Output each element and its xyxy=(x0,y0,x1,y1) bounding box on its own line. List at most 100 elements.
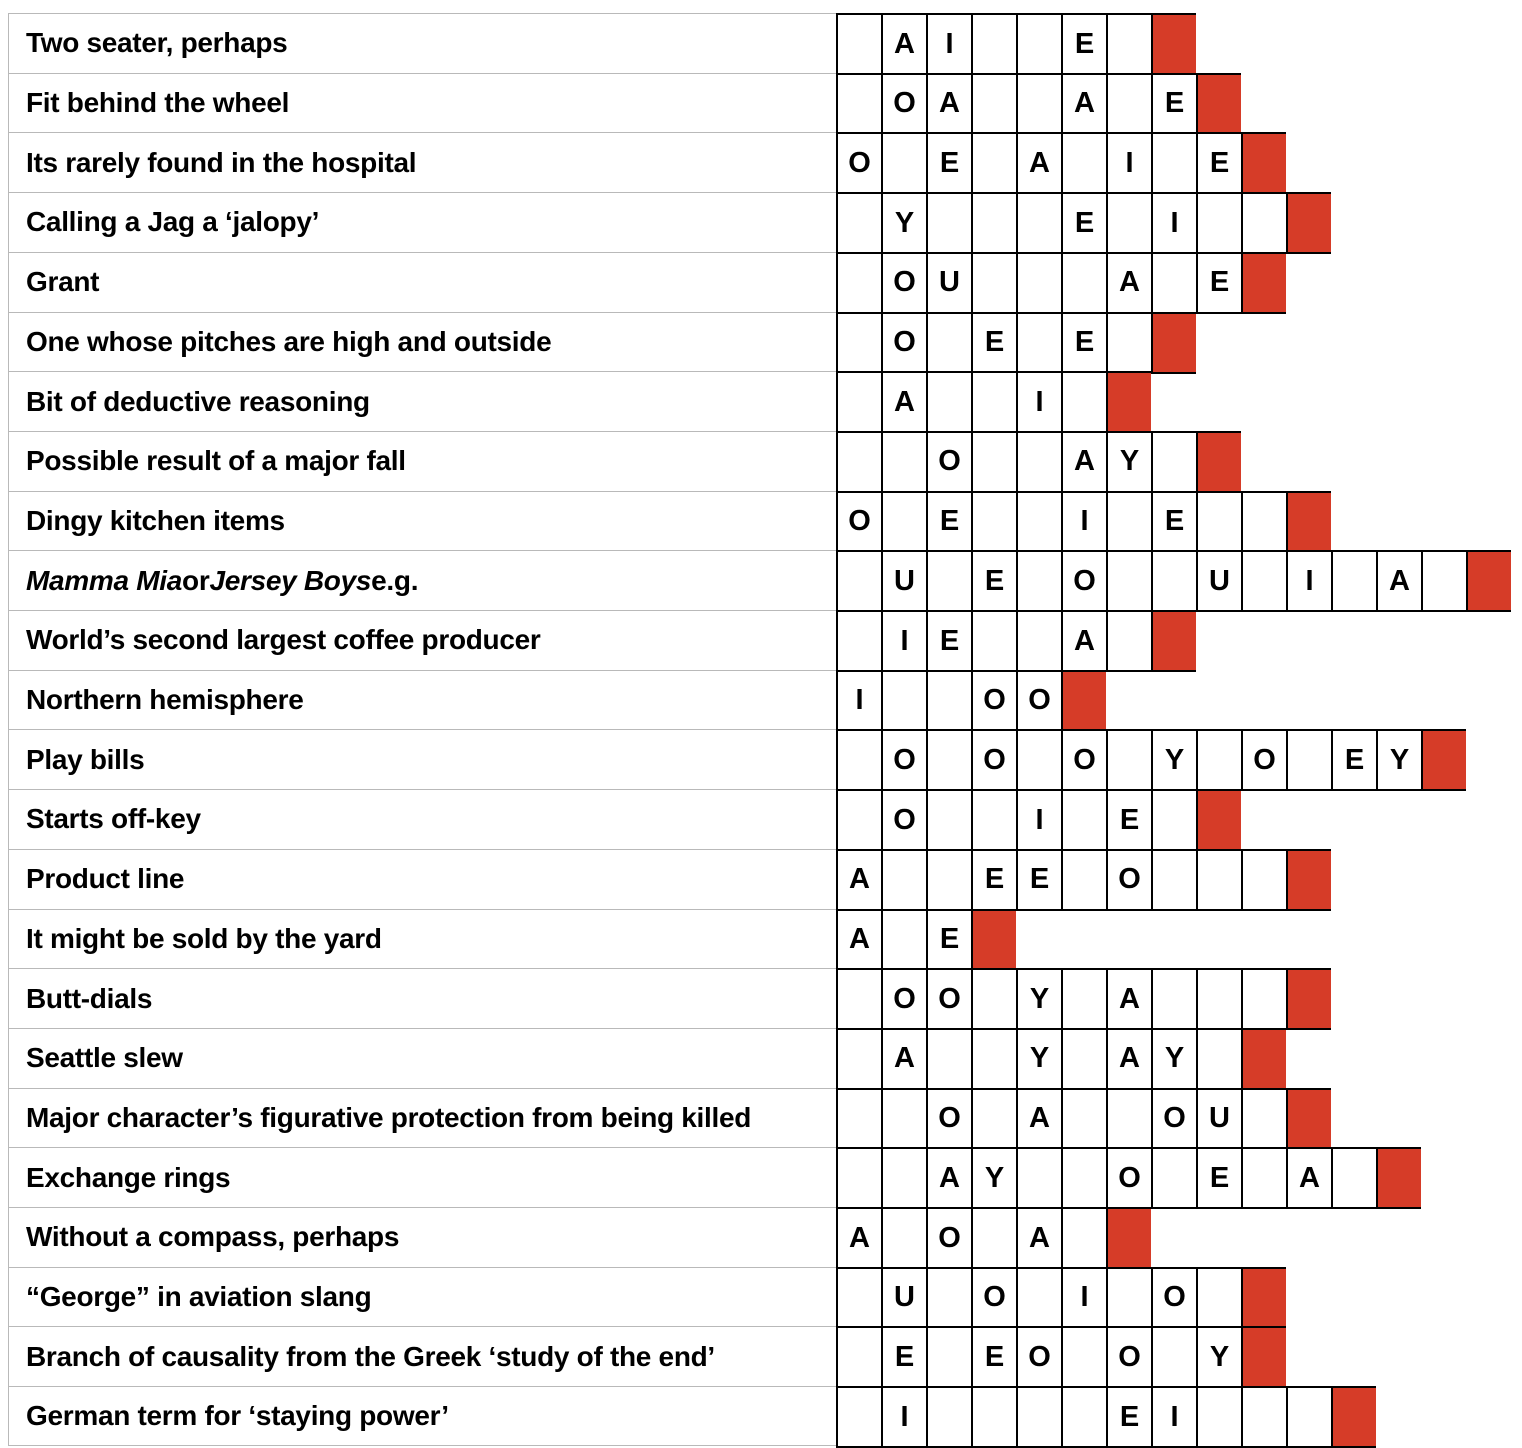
empty-cell[interactable] xyxy=(1106,1266,1153,1329)
empty-cell[interactable] xyxy=(971,371,1018,434)
letter-cell[interactable]: I xyxy=(1151,1386,1198,1448)
letter-cell[interactable]: A xyxy=(926,1147,973,1210)
letter-cell[interactable]: O xyxy=(926,1087,973,1150)
empty-cell[interactable] xyxy=(1331,1147,1378,1210)
empty-cell[interactable] xyxy=(971,610,1018,673)
letter-cell[interactable]: O xyxy=(881,968,928,1031)
letter-cell[interactable]: U xyxy=(881,1266,928,1329)
letter-cell[interactable]: E xyxy=(1061,311,1108,374)
empty-cell[interactable] xyxy=(836,1326,883,1389)
empty-cell[interactable] xyxy=(926,729,973,792)
letter-cell[interactable]: O xyxy=(836,490,883,553)
letter-cell[interactable]: A xyxy=(1061,430,1108,493)
empty-cell[interactable] xyxy=(1151,789,1198,852)
empty-cell[interactable] xyxy=(836,430,883,493)
empty-cell[interactable] xyxy=(1241,848,1288,911)
letter-cell[interactable]: U xyxy=(1196,550,1243,613)
empty-cell[interactable] xyxy=(836,13,883,75)
letter-cell[interactable]: O xyxy=(926,968,973,1031)
letter-cell[interactable]: E xyxy=(1106,1386,1153,1448)
empty-cell[interactable] xyxy=(1196,968,1243,1031)
letter-cell[interactable]: O xyxy=(971,669,1018,732)
empty-cell[interactable] xyxy=(1151,1326,1198,1389)
letter-cell[interactable]: O xyxy=(1106,848,1153,911)
letter-cell[interactable]: A xyxy=(1061,72,1108,135)
empty-cell[interactable] xyxy=(926,669,973,732)
letter-cell[interactable]: Y xyxy=(1106,430,1153,493)
empty-cell[interactable] xyxy=(971,1087,1018,1150)
empty-cell[interactable] xyxy=(1061,789,1108,852)
letter-cell[interactable]: E xyxy=(926,490,973,553)
letter-cell[interactable]: O xyxy=(1061,550,1108,613)
empty-cell[interactable] xyxy=(1016,192,1063,255)
empty-cell[interactable] xyxy=(1106,550,1153,613)
empty-cell[interactable] xyxy=(971,1207,1018,1270)
letter-cell[interactable]: A xyxy=(836,1207,883,1270)
empty-cell[interactable] xyxy=(1286,729,1333,792)
empty-cell[interactable] xyxy=(1016,1147,1063,1210)
letter-cell[interactable]: I xyxy=(881,1386,928,1448)
empty-cell[interactable] xyxy=(836,251,883,314)
empty-cell[interactable] xyxy=(1241,1087,1288,1150)
empty-cell[interactable] xyxy=(881,1147,928,1210)
letter-cell[interactable]: I xyxy=(1286,550,1333,613)
letter-cell[interactable]: E xyxy=(926,610,973,673)
empty-cell[interactable] xyxy=(1016,251,1063,314)
empty-cell[interactable] xyxy=(1196,192,1243,255)
empty-cell[interactable] xyxy=(881,490,928,553)
letter-cell[interactable]: A xyxy=(1106,968,1153,1031)
empty-cell[interactable] xyxy=(971,1386,1018,1448)
empty-cell[interactable] xyxy=(881,908,928,971)
empty-cell[interactable] xyxy=(1151,550,1198,613)
letter-cell[interactable]: A xyxy=(1106,1027,1153,1090)
empty-cell[interactable] xyxy=(1016,1386,1063,1448)
empty-cell[interactable] xyxy=(1106,490,1153,553)
letter-cell[interactable]: O xyxy=(881,311,928,374)
letter-cell[interactable]: A xyxy=(1016,1087,1063,1150)
empty-cell[interactable] xyxy=(971,13,1018,75)
letter-cell[interactable]: O xyxy=(1151,1266,1198,1329)
empty-cell[interactable] xyxy=(1286,1386,1333,1448)
letter-cell[interactable]: O xyxy=(881,251,928,314)
empty-cell[interactable] xyxy=(836,192,883,255)
empty-cell[interactable] xyxy=(971,251,1018,314)
empty-cell[interactable] xyxy=(1196,729,1243,792)
letter-cell[interactable]: O xyxy=(1016,669,1063,732)
letter-cell[interactable]: E xyxy=(1196,132,1243,195)
empty-cell[interactable] xyxy=(926,1266,973,1329)
empty-cell[interactable] xyxy=(1151,132,1198,195)
letter-cell[interactable]: U xyxy=(1196,1087,1243,1150)
letter-cell[interactable]: I xyxy=(1016,789,1063,852)
empty-cell[interactable] xyxy=(1241,968,1288,1031)
empty-cell[interactable] xyxy=(1196,1386,1243,1448)
empty-cell[interactable] xyxy=(1421,550,1468,613)
letter-cell[interactable]: Y xyxy=(1376,729,1423,792)
empty-cell[interactable] xyxy=(971,192,1018,255)
empty-cell[interactable] xyxy=(926,1326,973,1389)
empty-cell[interactable] xyxy=(971,132,1018,195)
letter-cell[interactable]: E xyxy=(926,908,973,971)
empty-cell[interactable] xyxy=(1061,968,1108,1031)
empty-cell[interactable] xyxy=(836,1087,883,1150)
letter-cell[interactable]: O xyxy=(881,72,928,135)
empty-cell[interactable] xyxy=(1061,1326,1108,1389)
empty-cell[interactable] xyxy=(971,72,1018,135)
empty-cell[interactable] xyxy=(926,1027,973,1090)
empty-cell[interactable] xyxy=(1061,1207,1108,1270)
empty-cell[interactable] xyxy=(1061,1386,1108,1448)
empty-cell[interactable] xyxy=(971,1027,1018,1090)
letter-cell[interactable]: O xyxy=(1106,1326,1153,1389)
empty-cell[interactable] xyxy=(881,1087,928,1150)
empty-cell[interactable] xyxy=(1196,1027,1243,1090)
letter-cell[interactable]: A xyxy=(836,848,883,911)
letter-cell[interactable]: E xyxy=(971,311,1018,374)
empty-cell[interactable] xyxy=(881,132,928,195)
letter-cell[interactable]: I xyxy=(1151,192,1198,255)
empty-cell[interactable] xyxy=(1106,610,1153,673)
letter-cell[interactable]: O xyxy=(971,1266,1018,1329)
empty-cell[interactable] xyxy=(926,192,973,255)
empty-cell[interactable] xyxy=(926,371,973,434)
empty-cell[interactable] xyxy=(926,311,973,374)
empty-cell[interactable] xyxy=(1016,72,1063,135)
letter-cell[interactable]: O xyxy=(1241,729,1288,792)
